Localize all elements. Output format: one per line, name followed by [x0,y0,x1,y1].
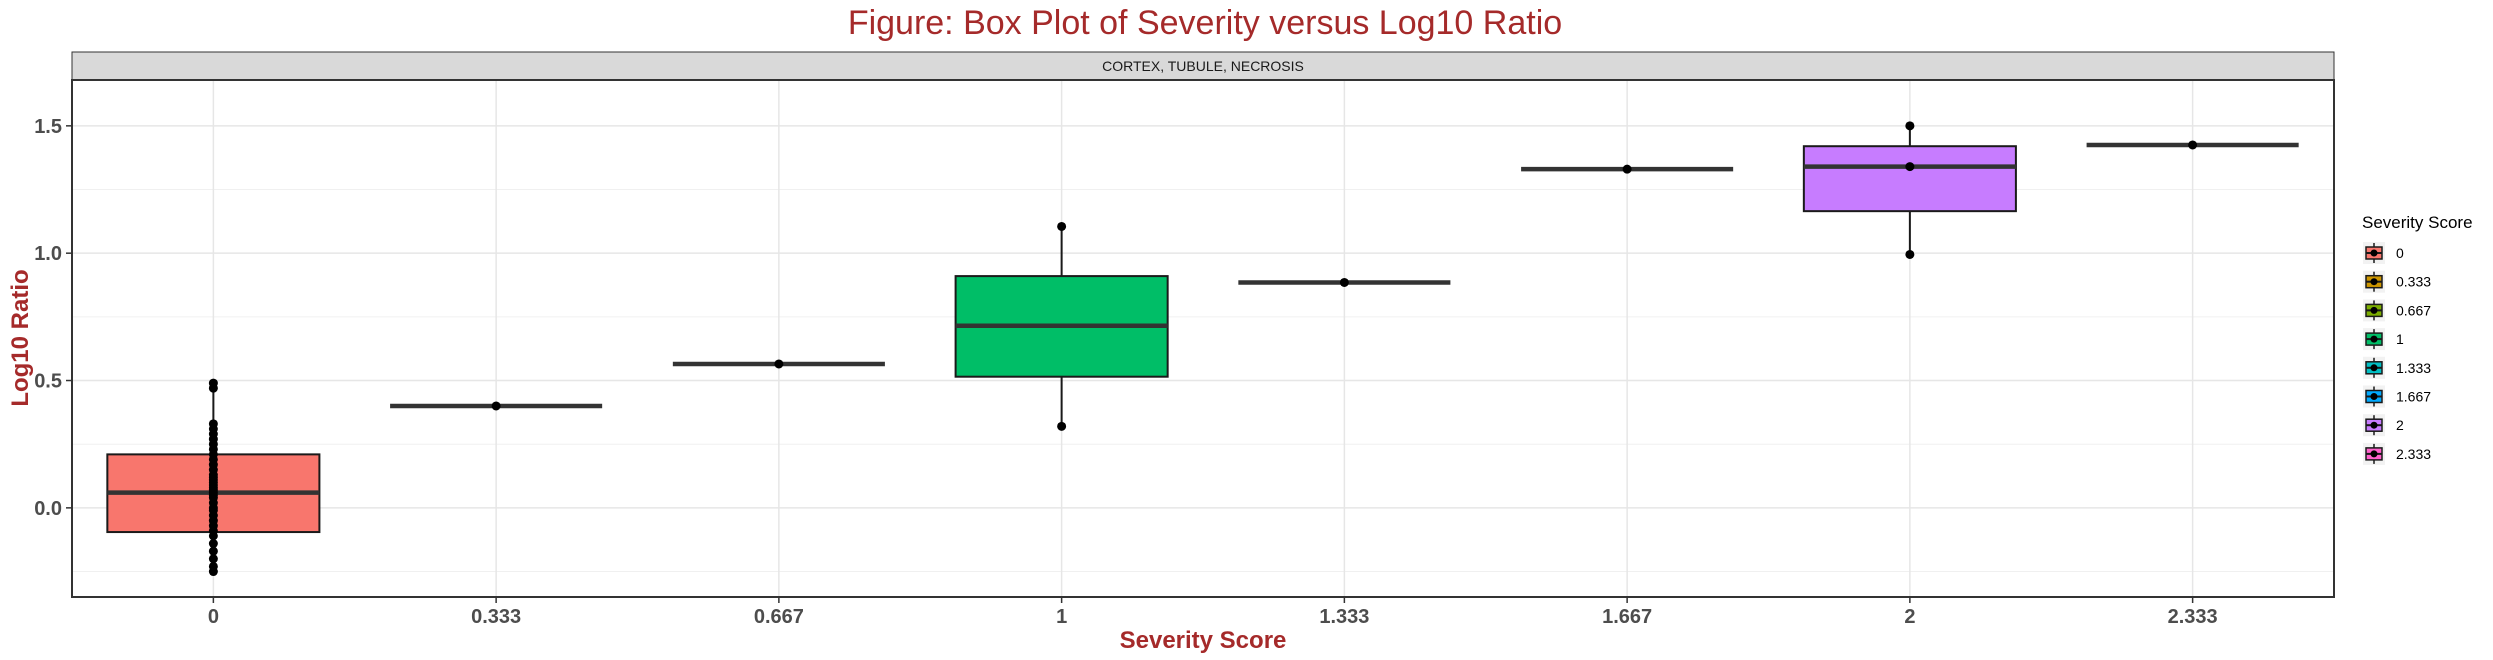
data-point [1057,421,1067,431]
x-tick-label: 1.667 [1602,606,1652,628]
y-tick-label: 0.0 [34,498,62,520]
data-point [774,359,784,369]
x-tick-label: 0.667 [754,606,804,628]
box-group-1 [954,221,1169,431]
legend-key-point [2370,421,2378,429]
legend-label: 2 [2396,417,2404,433]
data-point [1905,162,1915,172]
legend-key-2 [2363,414,2385,437]
legend-label: 2.333 [2396,446,2431,462]
data-point [1905,121,1915,131]
legend-key-2-333 [2363,442,2385,465]
x-tick-label: 0 [208,606,219,628]
facet-strip [71,51,2335,81]
legend-key-point [2370,249,2378,257]
box-group-2 [1802,121,2017,259]
legend-key-1-333 [2363,356,2385,379]
data-point [208,539,218,549]
box-body [1802,145,2017,213]
legend-key-0-333 [2363,270,2385,293]
y-tick-label: 1.5 [34,116,62,138]
data-point [208,378,218,388]
plot-panel-border [71,79,2335,598]
data-point [208,554,218,564]
legend-label: 1.333 [2396,360,2431,376]
box-group-0-667 [672,359,885,369]
box-group-1-667 [1521,164,1734,174]
legend: Severity Score 0 0.333 0.667 1 1.333 1.667 2 2.… [2362,213,2473,465]
box-group-0 [106,378,321,577]
data-point [208,561,218,571]
legend-key-point [2370,364,2378,372]
x-axis-title: Severity Score [1120,627,1287,654]
box-marks [106,121,2299,577]
y-tick-label: 1.0 [34,243,62,265]
legend-key-0 [2363,242,2385,264]
legend-key-point [2370,278,2378,286]
legend-key-point [2370,335,2378,343]
x-tick-label: 2.333 [2168,606,2218,628]
axes: 0.0 0.5 1.0 1.5 0 0.333 0.667 1 1.333 1.667 2 2.333 [34,116,2217,628]
data-point [491,401,501,411]
data-point [1905,249,1915,259]
legend-key-1-667 [2363,385,2385,408]
x-tick-label: 2 [1904,606,1915,628]
facet-strip-label: CORTEX, TUBULE, NECROSIS [1102,58,1304,74]
legend-label: 0 [2396,245,2404,261]
legend-key-1 [2363,328,2385,351]
legend-label: 1 [2396,331,2404,347]
data-point [1339,277,1349,287]
legend-key-point [2370,393,2378,400]
data-point [208,419,218,429]
legend-label: 0.667 [2396,302,2431,318]
data-point [2188,140,2198,150]
y-tick-label: 0.5 [34,371,62,393]
legend-key-point [2370,450,2378,458]
data-point [208,546,218,556]
legend-key-0-667 [2363,299,2385,322]
box-group-2-333 [2086,140,2299,150]
legend-key-point [2370,306,2378,314]
chart-title: Figure: Box Plot of Severity versus Log1… [848,4,1562,42]
box-group-0-333 [390,401,603,411]
legend-label: 1.667 [2396,389,2431,405]
legend-label: 0.333 [2396,274,2431,290]
x-tick-label: 1.333 [1319,606,1369,628]
x-tick-label: 0.333 [471,606,521,628]
box-group-1-333 [1238,277,1451,287]
data-point [1057,221,1067,231]
x-tick-label: 1 [1056,606,1067,628]
y-axis-title: Log10 Ratio [7,269,34,406]
data-point [1622,164,1632,174]
legend-title: Severity Score [2362,213,2473,232]
